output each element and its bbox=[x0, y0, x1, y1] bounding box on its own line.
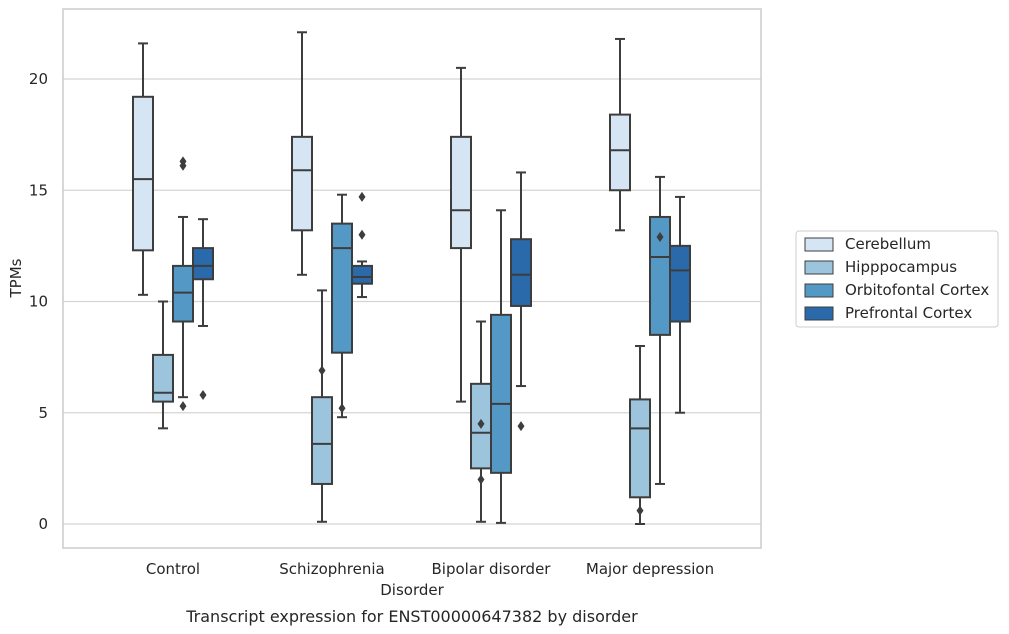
legend-swatch bbox=[804, 306, 834, 321]
box-prefrontal-cortex bbox=[510, 171, 532, 432]
y-tick-labels: 0 5 10 15 20 bbox=[29, 70, 48, 533]
y-tick-label: 5 bbox=[38, 404, 48, 422]
plot-frame bbox=[62, 8, 762, 549]
outlier-marker bbox=[338, 403, 346, 414]
legend-swatch bbox=[804, 237, 834, 252]
box-iqr bbox=[311, 396, 333, 485]
box-iqr bbox=[609, 113, 631, 192]
box-iqr bbox=[132, 95, 154, 252]
legend-frame bbox=[795, 230, 999, 328]
outlier-marker bbox=[358, 191, 366, 202]
legend: Cerebellum Hipppocampus Orbitofontal Corte… bbox=[795, 230, 999, 328]
legend-label: Cerebellum bbox=[845, 235, 931, 253]
x-tick-label: Bipolar disorder bbox=[432, 560, 552, 578]
box-hipppocampus bbox=[152, 300, 174, 430]
box-prefrontal-cortex bbox=[351, 191, 373, 299]
box-orbitofontal-cortex bbox=[649, 175, 671, 485]
box-orbitofontal-cortex bbox=[172, 156, 194, 412]
box-groups bbox=[132, 31, 691, 525]
legend-label: Prefrontal Cortex bbox=[845, 304, 972, 322]
box-iqr bbox=[331, 222, 353, 354]
box-iqr bbox=[351, 264, 373, 285]
box-iqr bbox=[669, 244, 691, 323]
outlier-marker bbox=[477, 418, 485, 429]
x-tick-label: Control bbox=[146, 560, 200, 578]
outlier-marker bbox=[179, 160, 187, 171]
x-tick-labels: Control Schizophrenia Bipolar disorder Majo… bbox=[146, 560, 714, 578]
y-axis-label: TPMs bbox=[7, 258, 25, 298]
box-hipppocampus bbox=[470, 320, 492, 523]
box-cerebellum bbox=[291, 31, 313, 276]
x-tick-label: Schizophrenia bbox=[279, 560, 384, 578]
box-orbitofontal-cortex bbox=[331, 193, 353, 419]
y-tick-label: 20 bbox=[29, 70, 48, 88]
box-iqr bbox=[291, 135, 313, 232]
y-tick-label: 0 bbox=[38, 515, 48, 533]
box-iqr bbox=[172, 264, 194, 323]
box-iqr bbox=[450, 135, 472, 250]
box-iqr bbox=[490, 313, 512, 474]
box-cerebellum bbox=[450, 66, 472, 403]
box-hipppocampus bbox=[311, 289, 333, 523]
outlier-marker bbox=[199, 389, 207, 400]
outlier-marker bbox=[636, 505, 644, 516]
box-hipppocampus bbox=[629, 345, 651, 525]
legend-swatch bbox=[804, 260, 834, 275]
figure-caption: Transcript expression for ENST0000064738… bbox=[185, 607, 638, 626]
outlier-marker bbox=[179, 401, 187, 412]
legend-label: Hipppocampus bbox=[845, 258, 957, 276]
box-orbitofontal-cortex bbox=[490, 209, 512, 524]
box-prefrontal-cortex bbox=[669, 195, 691, 414]
y-tick-label: 10 bbox=[29, 293, 48, 311]
outlier-marker bbox=[517, 421, 525, 432]
box-prefrontal-cortex bbox=[192, 218, 214, 400]
outlier-marker bbox=[656, 231, 664, 242]
legend-label: Orbitofontal Cortex bbox=[845, 281, 989, 299]
box-iqr bbox=[629, 398, 651, 499]
box-iqr bbox=[510, 238, 532, 307]
x-axis-label: Disorder bbox=[380, 581, 444, 599]
legend-swatch bbox=[804, 283, 834, 298]
y-tick-label: 15 bbox=[29, 181, 48, 199]
x-tick-label: Major depression bbox=[586, 560, 714, 578]
box-cerebellum bbox=[609, 37, 631, 232]
box-iqr bbox=[192, 247, 214, 281]
outlier-marker bbox=[477, 474, 485, 485]
outlier-marker bbox=[358, 229, 366, 240]
box-cerebellum bbox=[132, 42, 154, 296]
box-iqr bbox=[152, 353, 174, 403]
outlier-marker bbox=[318, 365, 326, 376]
